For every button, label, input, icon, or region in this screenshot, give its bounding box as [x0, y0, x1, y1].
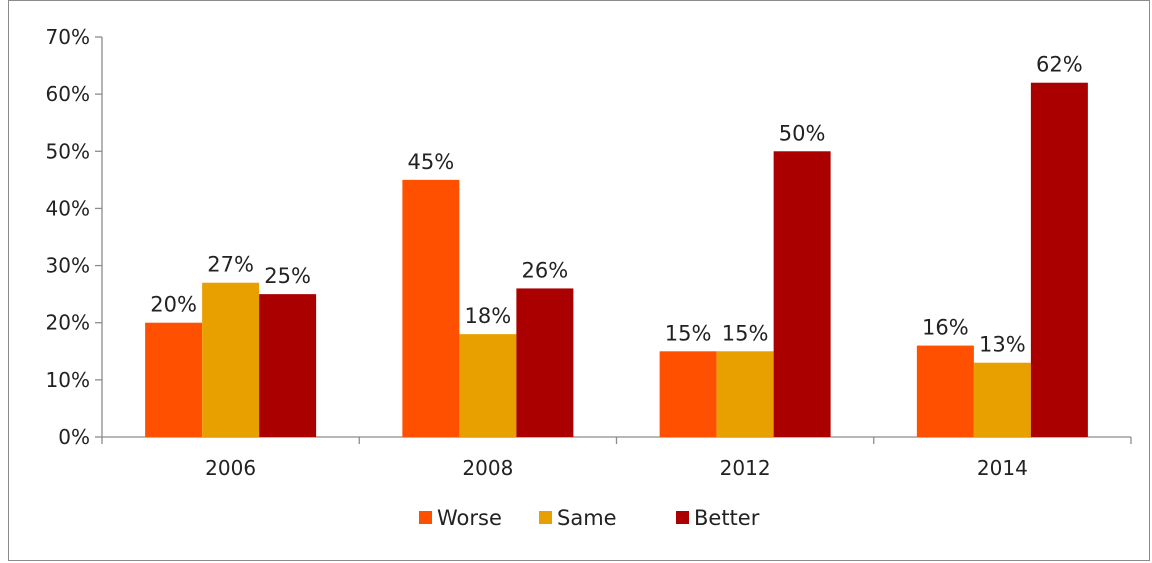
y-tick-label: 60% — [46, 82, 90, 106]
chart-frame: 0% 10% 20% 30% 40% 50% 60% 70% 2006 2008 2012 2014 … — [8, 0, 1150, 561]
data-label: 27% — [207, 253, 254, 277]
legend-label-worse: Worse — [437, 506, 502, 530]
data-label: 26% — [522, 258, 569, 282]
y-tick-label: 50% — [46, 139, 90, 163]
legend-label-same: Same — [557, 506, 617, 530]
bar-better-2014 — [1030, 82, 1088, 437]
data-label: 20% — [150, 293, 197, 317]
data-label: 13% — [979, 333, 1026, 357]
x-tick-label: 2014 — [977, 456, 1028, 480]
bars — [145, 82, 1088, 438]
y-tick-label: 20% — [46, 311, 90, 335]
y-tick-label: 70% — [46, 25, 90, 49]
bar-same-2012 — [716, 351, 774, 437]
axes: 0% 10% 20% 30% 40% 50% 60% 70% 2006 2008 2012 2014 — [46, 25, 1132, 480]
data-label: 15% — [665, 321, 712, 345]
legend-swatch-worse — [419, 511, 432, 524]
x-tick-label: 2012 — [720, 456, 771, 480]
bar-same-2006 — [202, 282, 260, 437]
data-label: 25% — [264, 264, 311, 288]
bar-same-2014 — [973, 362, 1031, 437]
legend-swatch-same — [539, 511, 552, 524]
bar-better-2012 — [773, 151, 831, 438]
bar-worse-2006 — [145, 322, 203, 437]
bar-chart: 0%10%20%30%40%50%60%70%2006 2008 2012 2014 … — [46, 25, 1132, 530]
y-tick-label: 10% — [46, 368, 90, 392]
data-labels: 20% 45% 15% 16% 27% 18% 15% 13% 25% 26% 50% 62% — [150, 53, 1082, 357]
x-tick-label: 2006 — [205, 456, 256, 480]
y-tick-label: 30% — [46, 254, 90, 278]
data-label: 45% — [408, 150, 455, 174]
legend: Worse Same Better — [419, 506, 760, 530]
bar-worse-2012 — [659, 351, 717, 437]
bar-better-2008 — [516, 288, 574, 437]
bar-same-2008 — [459, 334, 517, 437]
x-tick-label: 2008 — [462, 456, 513, 480]
bar-worse-2008 — [402, 179, 460, 437]
bar-better-2006 — [259, 294, 317, 437]
data-label: 18% — [465, 304, 512, 328]
data-label: 16% — [922, 316, 969, 340]
data-label: 62% — [1036, 53, 1083, 77]
data-label: 15% — [722, 321, 769, 345]
bar-worse-2014 — [916, 345, 974, 437]
y-tick-label: 40% — [46, 196, 90, 220]
y-tick-label: 0% — [58, 425, 90, 449]
legend-label-better: Better — [694, 506, 760, 530]
data-label: 50% — [779, 121, 826, 145]
legend-swatch-better — [676, 511, 689, 524]
